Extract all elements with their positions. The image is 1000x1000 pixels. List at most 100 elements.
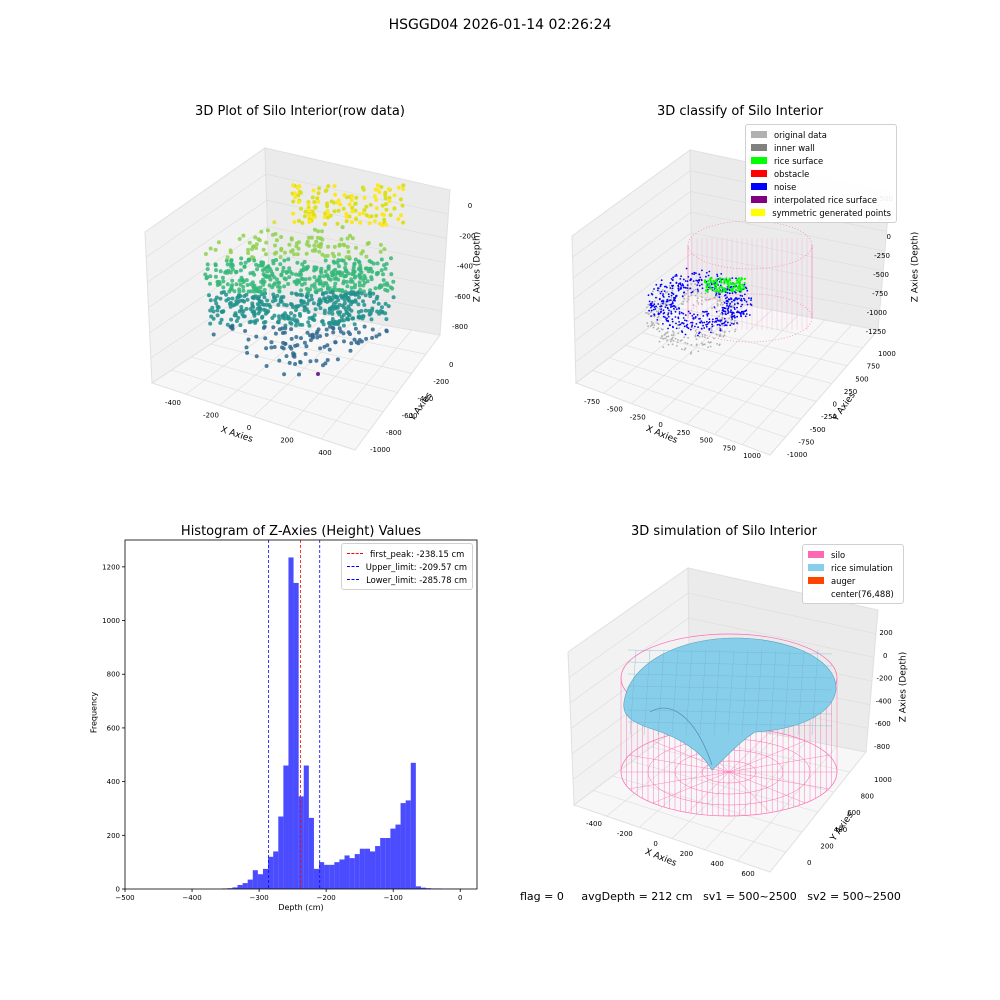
raw-point [268,277,273,282]
raw-point [377,311,382,316]
raw-point [333,340,338,345]
raw-point [233,313,238,318]
raw-point [229,287,234,292]
cls-noise-point [680,275,682,278]
raw-point [307,211,312,216]
cls-rice-point [740,288,743,291]
raw-point [316,327,321,332]
raw-point [287,242,292,247]
cls-noise-point [675,327,678,330]
cls-original-point [734,330,736,333]
raw-point [283,323,288,328]
raw-point [312,282,317,287]
grid-line [191,356,384,412]
cls-noise-point [651,305,653,308]
cls-rice-point [734,288,738,292]
cls-noise-point [725,288,727,291]
histogram-bar [410,762,416,889]
raw-point [297,240,301,245]
histogram-bar [400,803,406,889]
raw-point [330,273,335,278]
cls-noise-point [708,270,711,273]
raw-point [230,283,235,288]
raw-point [241,309,246,314]
raw-point [289,302,293,306]
rice-mesh-line [797,649,805,736]
cls-original-point [695,343,698,346]
cls-noise-point [730,316,733,318]
cls-original-point [677,339,679,341]
raw-point [215,279,220,284]
raw-point [292,318,297,322]
cls-rice-point [705,286,708,289]
raw-point [241,285,246,289]
raw-point [391,279,396,284]
cls-noise-point [732,285,735,288]
cls-noise-point [735,285,737,287]
raw-point [328,213,333,218]
cls-original-point [719,298,721,301]
cls-noise-point [713,286,716,289]
cls-noise-point [699,276,702,279]
raw-point [255,318,259,323]
raw-point [338,329,343,334]
raw-point [271,325,276,330]
cls-noise-point [662,300,665,303]
cls-original-point [721,314,724,316]
cls-noise-point [684,319,686,322]
cls-noise-point [744,315,747,318]
raw-point [361,277,366,282]
raw-point [327,310,332,315]
raw-point [380,310,385,315]
raw-point [240,277,245,282]
raw-point [262,287,267,292]
raw-point [255,286,260,291]
raw-point [312,268,317,273]
raw-point [342,318,346,323]
raw-point [241,314,246,319]
cls-noise-point [690,291,693,294]
raw-point [281,340,286,345]
cls-noise-point [690,325,693,328]
raw-point [312,265,317,270]
raw-z-tick: -400 [457,263,473,271]
raw-point [318,236,323,241]
raw-point [213,247,218,252]
cls-original-point [727,307,730,310]
raw-point [326,276,331,281]
legend-line [347,566,359,567]
raw-point [263,320,268,324]
cls-original-point [672,340,675,342]
raw-point [298,292,303,297]
cls-original-point [712,324,715,327]
cls-original-point [702,343,705,346]
raw-point [317,276,322,281]
histogram-bar [415,886,421,889]
raw-point [336,258,341,263]
cls-noise-point [705,320,708,323]
raw-point [367,259,372,263]
cls-rice-point [718,286,721,289]
cls-rice-point [716,282,719,285]
raw-point [341,323,346,328]
cls-noise-point [706,313,709,316]
cls-original-point [710,341,712,344]
cls-noise-point [695,279,698,282]
grid-line [210,343,398,393]
raw-point [291,353,296,358]
raw-point [226,297,231,301]
raw-point [357,314,362,319]
raw-point [281,315,286,320]
y-tick-label: 600 [107,724,120,732]
silo-floor-ring [701,760,757,784]
cls-noise-point [673,299,676,302]
cls-noise-point [710,277,712,279]
cls-rice-point [706,290,709,293]
histogram-bar [242,883,248,889]
raw-point [208,281,212,286]
cls-rice-point [735,279,739,282]
raw-point [291,211,296,216]
raw-point [306,289,311,294]
cls-noise-point [707,286,710,289]
cls-original-point [651,323,653,325]
